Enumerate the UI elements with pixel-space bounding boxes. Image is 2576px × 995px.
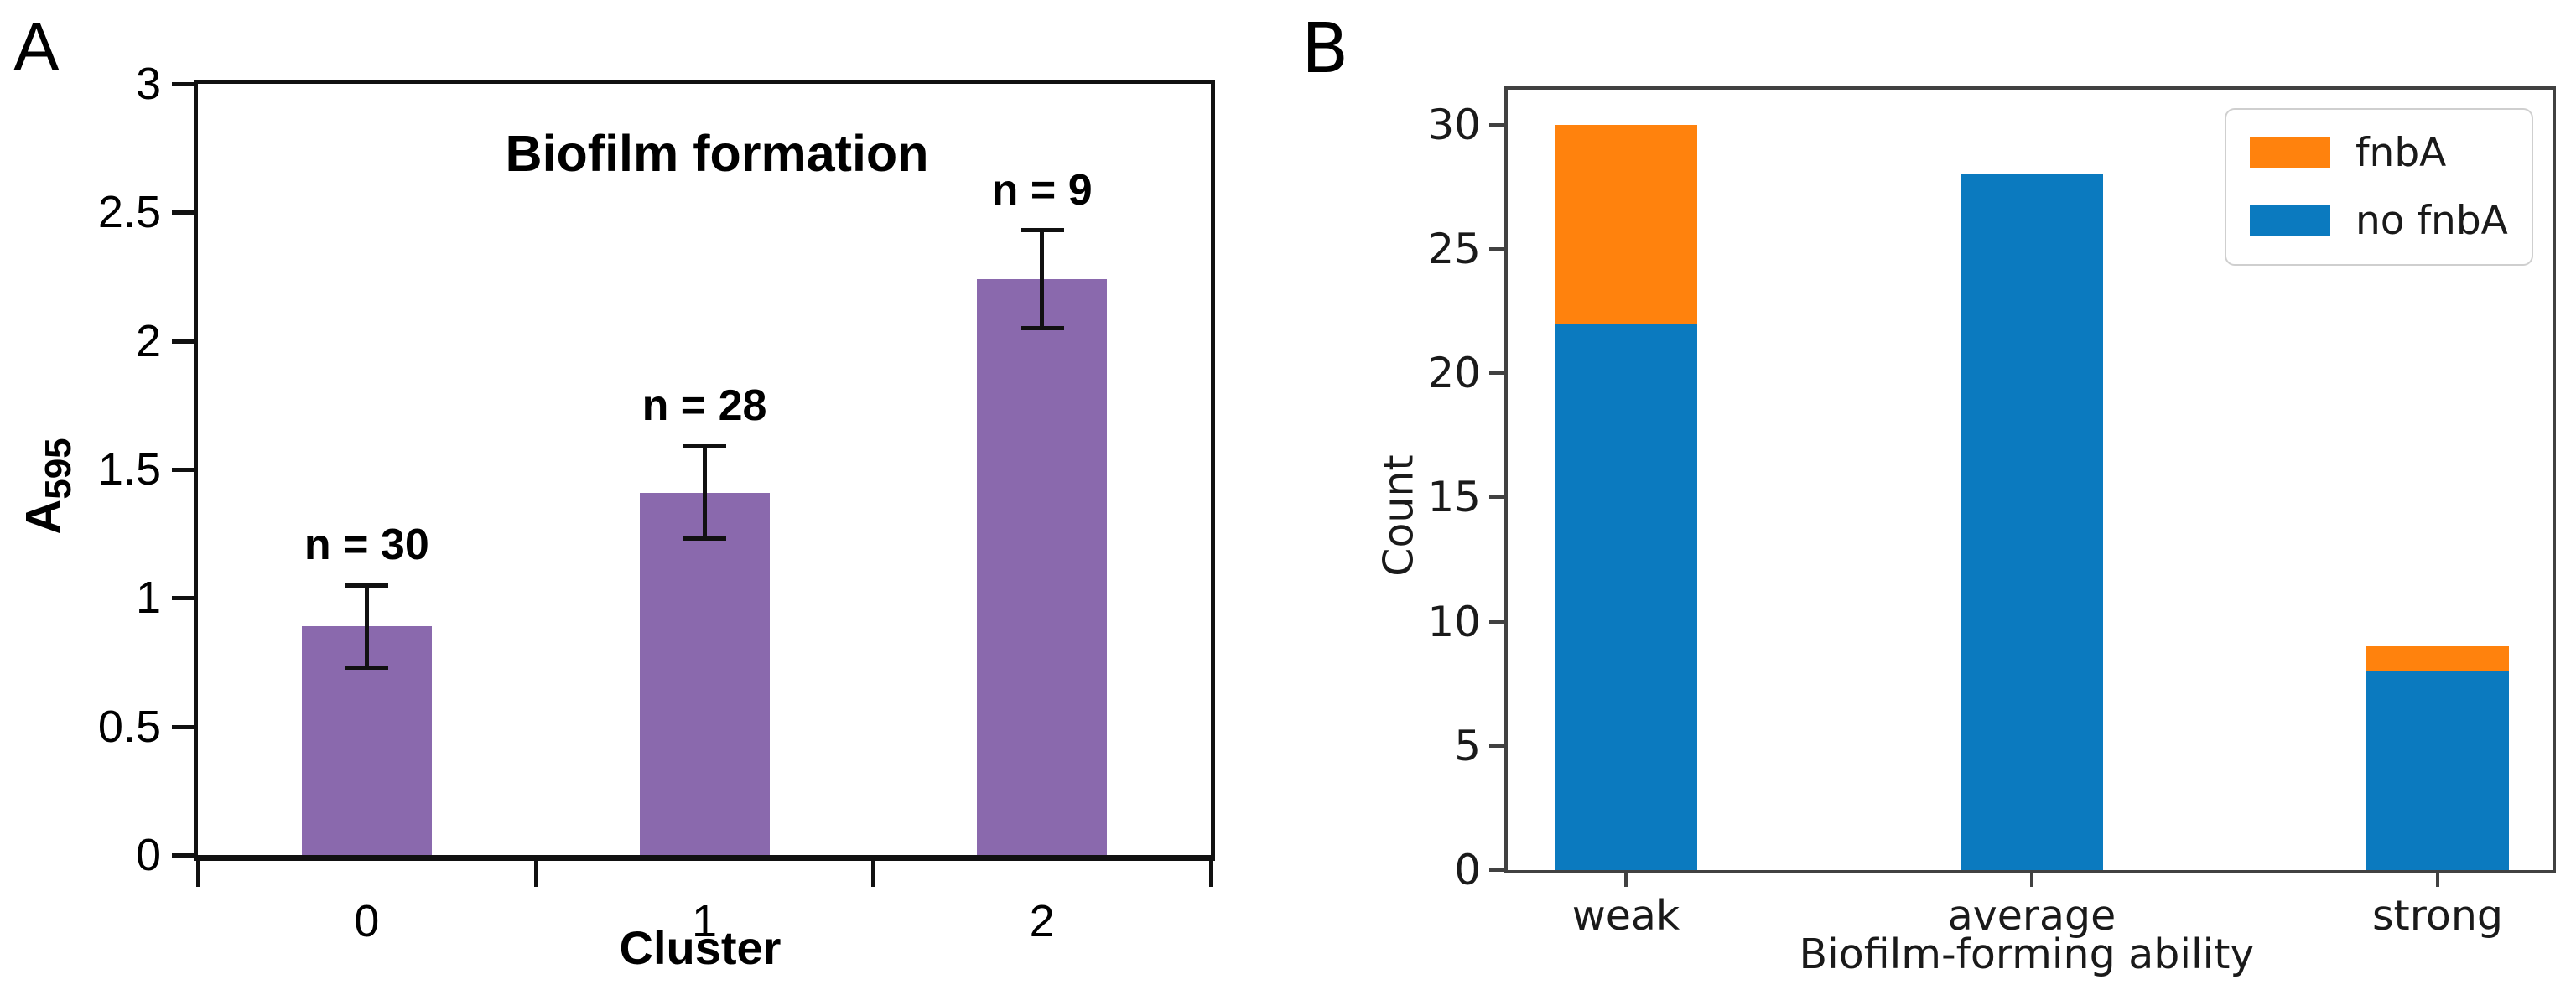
bar-strong-fnbA xyxy=(2366,646,2509,671)
y-tick-label: 1 xyxy=(135,573,161,624)
x-category-label: 0 xyxy=(354,896,380,946)
y-tick xyxy=(1489,246,1504,251)
x-tick xyxy=(2436,870,2439,887)
panel-b-y-axis-label: Count xyxy=(1374,454,1423,577)
y-label-subscript: 595 xyxy=(38,438,80,500)
bar-cluster-2 xyxy=(977,279,1108,855)
y-tick xyxy=(1489,122,1504,127)
y-tick xyxy=(172,596,194,601)
x-category-label: weak xyxy=(1571,892,1680,940)
legend-item-no-fnbA: no fnbA xyxy=(2250,198,2508,244)
bar-cluster-1 xyxy=(639,492,770,855)
error-bar-cap-top xyxy=(1020,228,1064,233)
y-tick xyxy=(1489,744,1504,748)
y-tick xyxy=(172,210,194,215)
legend-label-fnbA: fnbA xyxy=(2355,130,2447,176)
error-bar-cap-top xyxy=(683,443,726,448)
x-tick xyxy=(871,855,876,887)
panel-b-label: B xyxy=(1301,9,1349,89)
y-tick-label: 2.5 xyxy=(97,187,161,238)
legend-item-fnbA: fnbA xyxy=(2250,130,2508,176)
y-tick-label: 0 xyxy=(1454,846,1481,894)
y-tick xyxy=(172,853,194,858)
bar-average-no-fnbA xyxy=(1961,174,2103,870)
y-tick xyxy=(172,339,194,344)
y-tick xyxy=(1489,371,1504,375)
x-category-label: 2 xyxy=(1029,896,1055,946)
x-tick xyxy=(2030,870,2033,887)
n-annotation: n = 28 xyxy=(641,381,767,431)
n-annotation: n = 9 xyxy=(991,165,1093,215)
bar-strong-no-fnbA xyxy=(2366,671,2509,870)
y-tick xyxy=(172,724,194,729)
y-tick xyxy=(172,468,194,472)
panel-a-label: A xyxy=(13,9,60,86)
y-tick-label: 5 xyxy=(1454,721,1481,770)
x-category-label: average xyxy=(1947,892,2116,940)
x-category-label: strong xyxy=(2372,892,2503,940)
y-tick xyxy=(172,82,194,86)
x-tick xyxy=(196,855,200,887)
y-tick xyxy=(1489,868,1504,872)
y-tick xyxy=(1489,619,1504,624)
bar-weak-no-fnbA xyxy=(1555,323,1697,870)
error-bar-cap-bottom xyxy=(1020,325,1064,330)
y-label-base: A xyxy=(16,499,71,535)
bar-weak-fnbA xyxy=(1555,124,1697,324)
y-tick-label: 0 xyxy=(135,830,161,880)
legend-label-no-fnbA: no fnbA xyxy=(2355,198,2508,244)
y-tick xyxy=(1489,495,1504,500)
error-bar xyxy=(702,446,707,539)
y-tick-label: 3 xyxy=(135,59,161,109)
error-bar-cap-bottom xyxy=(683,536,726,542)
panel-a-y-axis-label: A595 xyxy=(16,438,80,535)
x-tick xyxy=(1209,855,1213,887)
y-tick-label: 15 xyxy=(1427,473,1481,522)
y-tick-label: 0.5 xyxy=(97,701,161,752)
x-tick xyxy=(1624,870,1628,887)
n-annotation: n = 30 xyxy=(304,521,429,569)
x-category-label: 1 xyxy=(691,896,718,946)
legend: fnbA no fnbA xyxy=(2225,108,2533,266)
error-bar-cap-top xyxy=(345,583,389,588)
y-tick-label: 2 xyxy=(135,315,161,366)
y-tick-label: 25 xyxy=(1427,224,1481,273)
y-tick-label: 10 xyxy=(1427,597,1481,646)
panel-b-x-axis-label: Biofilm-forming ability xyxy=(1799,930,2255,978)
panel-b-plot-area: fnbA no fnbA 0 5 10 15 20 25 30 weak average stro… xyxy=(1427,86,2556,940)
error-bar-cap-bottom xyxy=(345,665,389,670)
y-tick-label: 20 xyxy=(1427,349,1481,397)
panel-a-x-axis-label: Cluster xyxy=(619,921,782,974)
panel-a-chart-title: Biofilm formation xyxy=(505,125,929,182)
no-fnbA-color-swatch xyxy=(2250,205,2330,236)
x-tick xyxy=(533,855,538,887)
error-bar xyxy=(1040,230,1045,329)
fnbA-color-swatch xyxy=(2250,137,2330,168)
y-tick-label: 30 xyxy=(1427,100,1481,149)
panel-a-plot-area: Biofilm formation 0 0.5 1 1.5 2 2.5 3 0 n = 30 1 n… xyxy=(98,59,1215,946)
error-bar xyxy=(364,585,369,668)
y-tick-label: 1.5 xyxy=(97,444,161,495)
